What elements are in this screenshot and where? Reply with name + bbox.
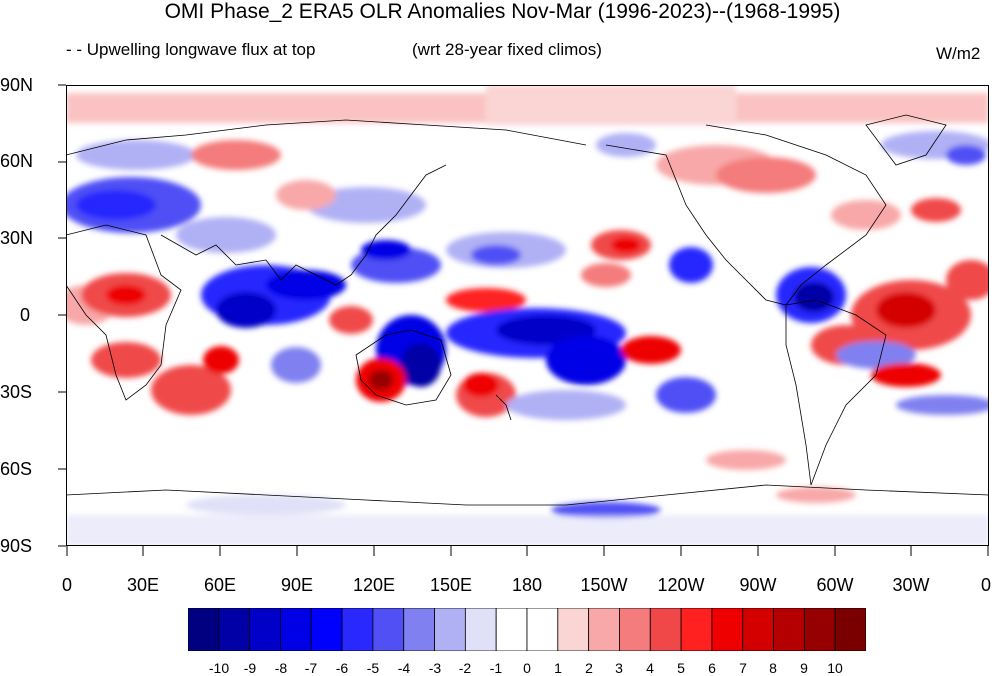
lon-label-120e: 120E bbox=[352, 575, 396, 595]
lon-label-0-end: 0 bbox=[980, 575, 992, 595]
lon-label-90w: 90W bbox=[739, 575, 777, 595]
colorbar-label: 1 bbox=[554, 660, 562, 676]
units-label: W/m2 bbox=[936, 44, 981, 63]
olr-anomaly-map bbox=[66, 85, 989, 546]
lon-label-60w: 60W bbox=[816, 575, 854, 595]
anomaly-contours bbox=[66, 85, 989, 546]
coastlines bbox=[66, 114, 989, 506]
lon-label-30e: 30E bbox=[126, 575, 160, 595]
lon-label-0: 0 bbox=[61, 575, 73, 595]
colorbar-swatch bbox=[834, 608, 866, 651]
colorbar-label: 8 bbox=[769, 660, 777, 676]
colorbar-swatch bbox=[341, 608, 374, 651]
lat-label-30n: 30N bbox=[0, 228, 34, 248]
colorbar-label: 6 bbox=[708, 660, 716, 676]
colorbar-swatch bbox=[218, 608, 251, 651]
colorbar-swatch bbox=[773, 608, 805, 651]
colorbar-swatch bbox=[711, 608, 744, 651]
colorbar-label: 2 bbox=[585, 660, 593, 676]
colorbar-swatch bbox=[403, 608, 435, 651]
colorbar-swatch bbox=[526, 608, 559, 651]
colorbar-swatch bbox=[649, 608, 682, 651]
colorbar-label: 5 bbox=[677, 660, 685, 676]
colorbar-label: -2 bbox=[458, 660, 472, 676]
colorbar-label: 4 bbox=[646, 660, 654, 676]
colorbar-label: -6 bbox=[335, 660, 349, 676]
map-title: OMI Phase_2 ERA5 OLR Anomalies Nov-Mar (… bbox=[164, 0, 841, 23]
colorbar-swatch bbox=[249, 608, 281, 651]
colorbar-swatch bbox=[188, 608, 220, 651]
colorbar-swatch bbox=[310, 608, 343, 651]
lon-label-150e: 150E bbox=[429, 575, 473, 595]
variable-description: - - Upwelling longwave flux at top bbox=[66, 40, 316, 59]
lon-label-30w: 30W bbox=[892, 575, 930, 595]
lat-label-90s: 90S bbox=[0, 536, 33, 556]
lat-label-60s: 60S bbox=[0, 459, 33, 479]
colorbar-swatch bbox=[495, 608, 528, 651]
colorbar-label: -10 bbox=[208, 660, 230, 676]
colorbar bbox=[188, 608, 866, 651]
colorbar-swatch bbox=[803, 608, 836, 651]
colorbar-label: -3 bbox=[428, 660, 442, 676]
lat-label-90n: 90N bbox=[0, 75, 34, 95]
colorbar-swatch bbox=[280, 608, 312, 651]
colorbar-label: -7 bbox=[304, 660, 318, 676]
colorbar-swatch bbox=[557, 608, 590, 651]
colorbar-swatch bbox=[588, 608, 620, 651]
lon-label-90e: 90E bbox=[280, 575, 314, 595]
colorbar-swatch bbox=[434, 608, 466, 651]
climatology-note: (wrt 28-year fixed climos) bbox=[412, 40, 602, 59]
colorbar-label: 7 bbox=[739, 660, 747, 676]
colorbar-label: -4 bbox=[397, 660, 411, 676]
colorbar-label: -1 bbox=[489, 660, 503, 676]
colorbar-swatch bbox=[464, 608, 497, 651]
colorbar-label: 9 bbox=[800, 660, 808, 676]
lon-label-120w: 120W bbox=[657, 575, 705, 595]
lat-label-30s: 30S bbox=[0, 382, 33, 402]
colorbar-label: 10 bbox=[827, 660, 843, 676]
colorbar-swatch bbox=[742, 608, 774, 651]
lon-label-180: 180 bbox=[511, 575, 543, 595]
colorbar-label: -9 bbox=[243, 660, 257, 676]
lat-label-eq: 0 bbox=[20, 305, 31, 325]
colorbar-label: -5 bbox=[366, 660, 380, 676]
lon-label-60e: 60E bbox=[203, 575, 237, 595]
colorbar-swatch bbox=[680, 608, 713, 651]
lon-label-150w: 150W bbox=[580, 575, 628, 595]
lat-label-60n: 60N bbox=[0, 151, 34, 171]
colorbar-label: -8 bbox=[274, 660, 288, 676]
colorbar-label: 0 bbox=[523, 660, 531, 676]
colorbar-swatch bbox=[619, 608, 651, 651]
colorbar-swatch bbox=[372, 608, 405, 651]
colorbar-label: 3 bbox=[615, 660, 623, 676]
